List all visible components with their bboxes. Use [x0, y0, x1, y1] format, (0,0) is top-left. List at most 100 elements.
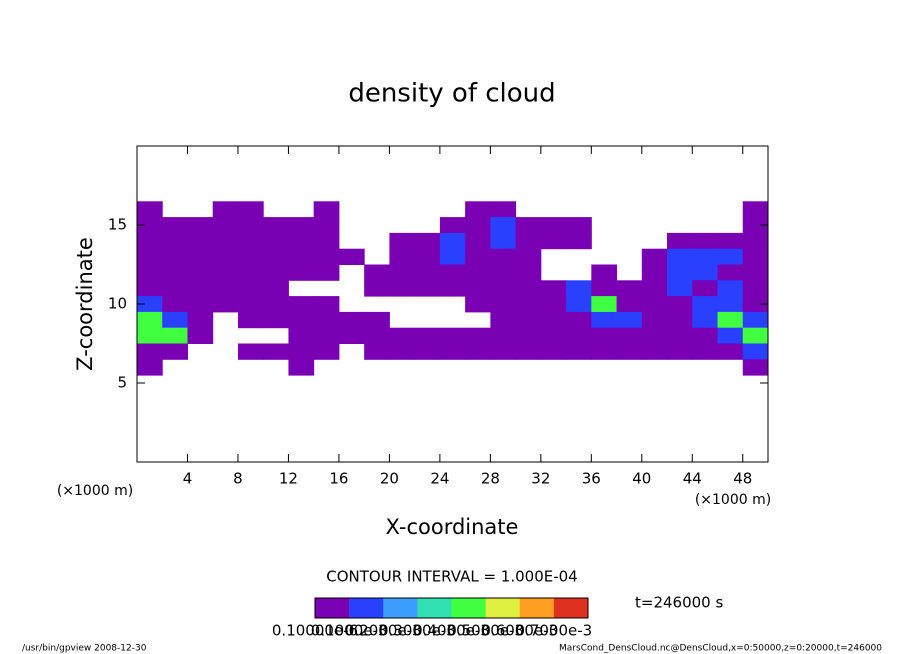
field-cell	[692, 232, 719, 250]
field-cell	[439, 264, 466, 281]
field-cell	[137, 248, 163, 265]
colorbar-swatch	[349, 598, 384, 618]
field-cell	[667, 311, 693, 329]
field-cell	[414, 264, 441, 281]
field-cell	[137, 359, 163, 376]
field-cell	[641, 280, 668, 297]
field-cell	[212, 201, 239, 218]
field-cell	[237, 248, 264, 265]
field-cell	[490, 232, 517, 250]
field-cell	[540, 296, 567, 313]
x-tick-label: 4	[183, 470, 193, 488]
field-cell	[742, 359, 769, 376]
field-cell	[162, 248, 188, 265]
field-cell	[591, 280, 618, 297]
field-cell	[263, 311, 289, 329]
colorbar-label: 0.3000e-3	[379, 622, 456, 640]
field-cell	[641, 343, 668, 360]
field-cell	[742, 311, 769, 329]
field-cell	[465, 264, 491, 281]
colorbar-label: 0.1000e-3	[311, 622, 388, 640]
field-cell	[490, 327, 517, 344]
field-cell	[338, 311, 365, 329]
field-cell	[717, 327, 744, 344]
field-cell	[212, 264, 239, 281]
field-cell	[692, 311, 719, 329]
field	[137, 201, 769, 376]
x-tick-label: 20	[380, 470, 399, 488]
field-cell	[566, 232, 592, 250]
field-cell	[717, 280, 744, 297]
field-cell	[540, 280, 567, 297]
field-cell	[465, 232, 491, 250]
x-tick-label: 40	[632, 470, 651, 488]
field-cell	[288, 248, 315, 265]
field-cell	[364, 264, 390, 281]
field-cell	[566, 343, 592, 360]
field-cell	[288, 327, 315, 344]
field-cell	[187, 264, 214, 281]
field-cell	[465, 217, 491, 234]
field-cell	[439, 248, 466, 265]
field-cell	[667, 296, 693, 313]
field-cell	[364, 327, 390, 344]
field-cell	[162, 343, 188, 360]
field-cell	[288, 296, 315, 313]
field-cell	[540, 327, 567, 344]
field-cell	[237, 232, 264, 250]
field-cell	[313, 343, 340, 360]
field-cell	[187, 296, 214, 313]
field-cell	[566, 296, 592, 313]
field-cell	[237, 296, 264, 313]
field-cell	[288, 264, 315, 281]
field-cell	[389, 280, 416, 297]
colorbar-label: 0.6000e-3	[481, 622, 558, 640]
field-cell	[187, 248, 214, 265]
field-cell	[162, 311, 188, 329]
field-cell	[742, 327, 769, 344]
y-axis-label: Z-coordinate	[73, 237, 97, 371]
x-tick-label: 36	[582, 470, 601, 488]
colorbar-swatch	[553, 598, 589, 618]
field-cell	[212, 248, 239, 265]
field-cell	[313, 201, 340, 218]
field-cell	[364, 280, 390, 297]
field-cell	[162, 264, 188, 281]
field-cell	[717, 343, 744, 360]
field-cell	[237, 217, 264, 234]
field-cell	[717, 264, 744, 281]
field-cell	[162, 296, 188, 313]
field-cell	[667, 343, 693, 360]
field-cell	[515, 327, 542, 344]
field-cell	[641, 311, 668, 329]
field-cell	[692, 280, 719, 297]
field-cell	[288, 217, 315, 234]
field-cell	[465, 201, 491, 218]
field-cell	[540, 311, 567, 329]
colorbar-swatch	[451, 598, 486, 618]
field-cell	[692, 264, 719, 281]
field-cell	[616, 280, 643, 297]
field-cell	[566, 217, 592, 234]
field-cell	[742, 201, 769, 218]
field-cell	[313, 311, 340, 329]
field-cell	[465, 343, 491, 360]
colorbar-swatch	[417, 598, 452, 618]
field-cell	[414, 280, 441, 297]
field-cell	[162, 232, 188, 250]
colorbar-swatch	[519, 598, 555, 618]
field-cell	[616, 343, 643, 360]
field-cell	[439, 217, 466, 234]
field-cell	[616, 296, 643, 313]
colorbar-label: 0.5000e-3	[447, 622, 524, 640]
field-cell	[515, 296, 542, 313]
field-cell	[540, 343, 567, 360]
field-cell	[414, 248, 441, 265]
field-cell	[515, 217, 542, 234]
x-unit-label: (×1000 m)	[695, 492, 771, 508]
field-cell	[667, 280, 693, 297]
colorbar: 0.10000e-60.1000e-30.2000e-30.3000e-30.4…	[272, 597, 592, 640]
field-cell	[187, 280, 214, 297]
x-unit-label: (×1000 m)	[57, 483, 133, 499]
x-tick-label: 12	[279, 470, 298, 488]
